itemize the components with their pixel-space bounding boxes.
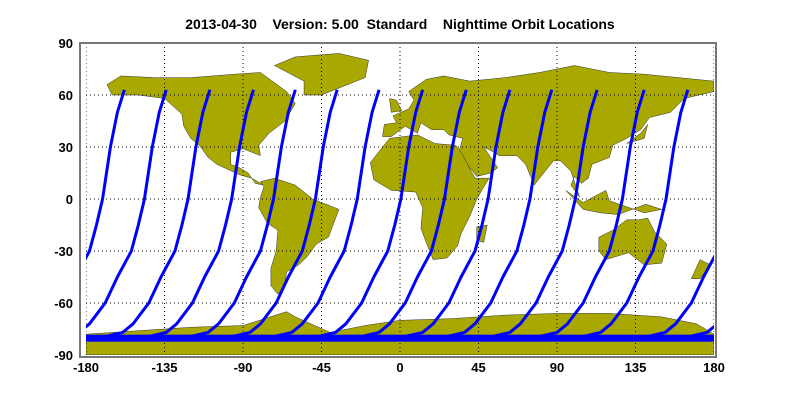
orbit-track-overlap-band [86,334,714,342]
orbit-track [86,89,126,261]
landmass-indonesia [565,189,663,215]
orbit-track [0,90,60,338]
y-tick-label: 60 [59,88,73,103]
landmass-north-america [106,72,296,186]
orbit-track [486,89,599,340]
orbit-track [728,90,800,338]
y-tick-label: -60 [54,296,73,311]
y-tick-label: -90 [54,348,73,363]
x-tick-label: -135 [151,360,177,375]
landmass-greenland [273,53,369,96]
plot-area [0,43,800,355]
y-tick-label: 0 [66,192,73,207]
x-tick-label: 135 [625,360,647,375]
orbit-track [577,89,690,340]
y-tick-label: 30 [59,140,73,155]
x-tick-label: 0 [396,360,403,375]
orbit-track [226,89,339,340]
x-tick-label: -180 [73,360,99,375]
orbit-track [0,90,16,338]
x-tick-label: 180 [703,360,725,375]
landmass-antarctica [86,311,714,355]
orbit-track [185,89,297,340]
x-tick-label: 45 [471,360,485,375]
x-tick-label: -90 [234,360,253,375]
y-tick-label: 90 [59,36,73,51]
y-tick-label: -30 [54,244,73,259]
orbit-track [143,89,255,340]
orbit-track [399,89,512,340]
x-tick-label: -45 [312,360,331,375]
x-tick-label: 90 [550,360,564,375]
orbit-track [533,89,646,340]
landmass-south-america [258,177,340,295]
orbit-track [356,89,468,340]
landmass-africa [370,134,490,260]
orbit-track [441,89,554,340]
landmass-japan [626,124,648,144]
landmass-new-zealand [690,259,711,279]
landmass-uk [389,98,403,113]
orbit-track [86,89,168,329]
orbit-track [642,254,714,340]
chart-title: 2013-04-30 Version: 5.00 Standard Nightt… [185,16,615,32]
orbit-track [772,90,800,338]
orbit-track [312,89,425,340]
orbit-track [99,89,212,340]
orbit-track [684,324,714,340]
orbit-track [268,89,381,340]
plot-frame [79,42,717,358]
